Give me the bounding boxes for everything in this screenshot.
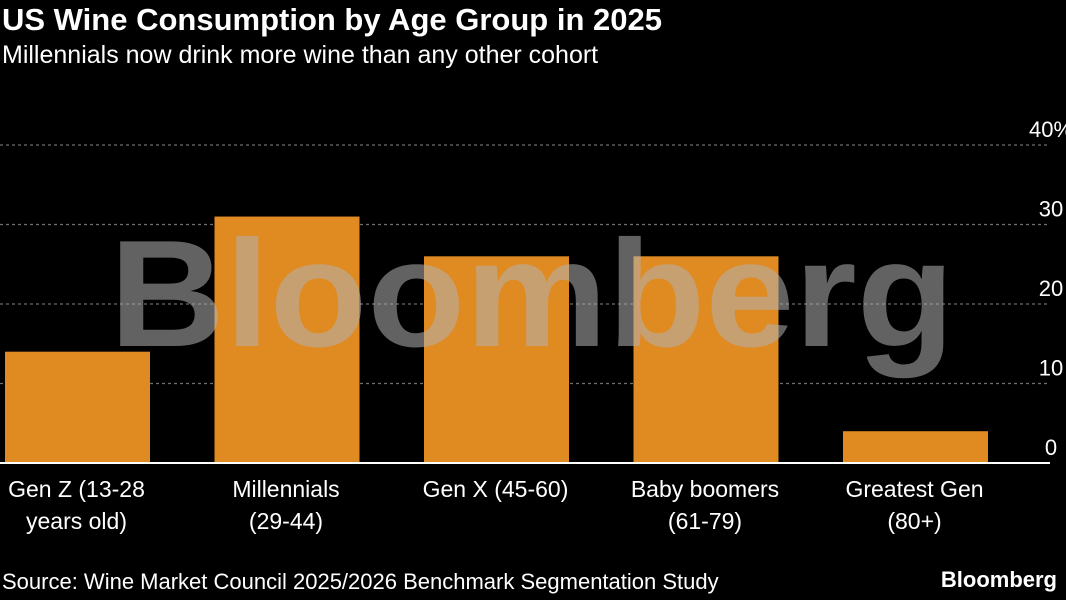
bar: [843, 431, 988, 463]
y-tick-label: 40%: [1029, 117, 1066, 142]
bloomberg-logo: Bloomberg: [940, 567, 1057, 592]
x-category-label: Millennials (29-44): [232, 476, 339, 534]
x-category-label: Baby boomers (61-79): [631, 476, 779, 534]
bar: [5, 351, 150, 463]
y-tick-label: 20: [1039, 276, 1063, 301]
y-tick-label: 30: [1039, 197, 1063, 222]
chart-title: US Wine Consumption by Age Group in 2025: [2, 2, 662, 37]
x-category-label: Gen X (45-60): [423, 476, 569, 502]
bloomberg-watermark: Bloomberg: [110, 209, 955, 379]
x-category-label: Gen Z (13-28 years old): [8, 476, 145, 534]
y-tick-label: 10: [1039, 356, 1063, 381]
source-note: Source: Wine Market Council 2025/2026 Be…: [2, 569, 719, 594]
bar: [633, 256, 779, 463]
y-tick-label: 0: [1045, 435, 1057, 460]
chart-subtitle: Millennials now drink more wine than any…: [2, 41, 599, 69]
bar: [424, 256, 569, 463]
x-category-label: Greatest Gen (80+): [845, 476, 983, 534]
bar: [214, 216, 360, 463]
